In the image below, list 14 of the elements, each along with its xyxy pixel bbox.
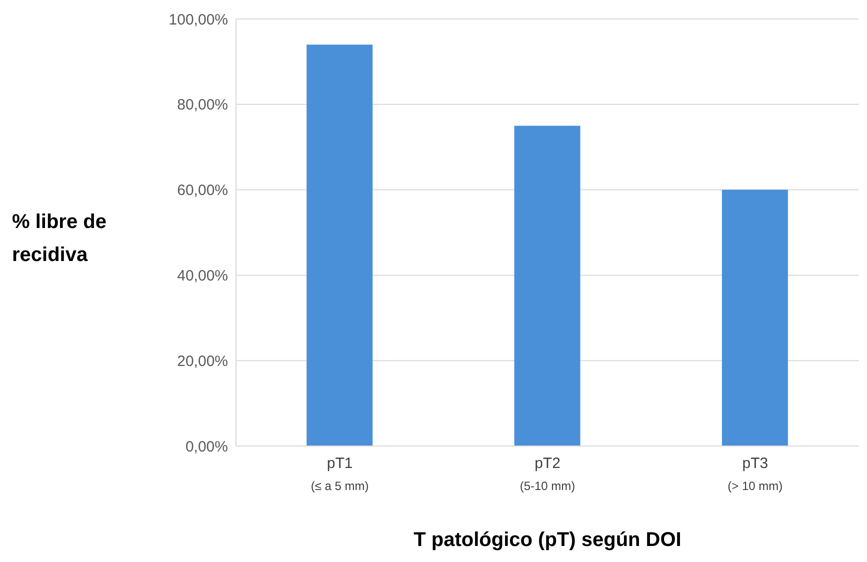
y-tick-label: 0,00% xyxy=(185,438,228,456)
x-tick-label: pT2 (5-10 mm) xyxy=(520,455,576,493)
y-tick-label: 40,00% xyxy=(177,268,228,285)
x-tick-label: pT1 (≤ a 5 mm) xyxy=(310,455,369,493)
y-tick-label: 100,00% xyxy=(168,11,228,28)
bar xyxy=(514,126,580,446)
x-axis-title: T patológico (pT) según DOI xyxy=(414,529,682,551)
y-axis-title: % libre de recidiva xyxy=(12,210,106,268)
bar xyxy=(306,44,373,446)
y-tick-label: 20,00% xyxy=(177,352,228,370)
bar xyxy=(722,190,788,446)
x-tick-label: pT3 (> 10 mm) xyxy=(728,455,783,493)
y-tick-label: 60,00% xyxy=(177,182,228,200)
y-tick-label: 80,00% xyxy=(177,96,228,114)
